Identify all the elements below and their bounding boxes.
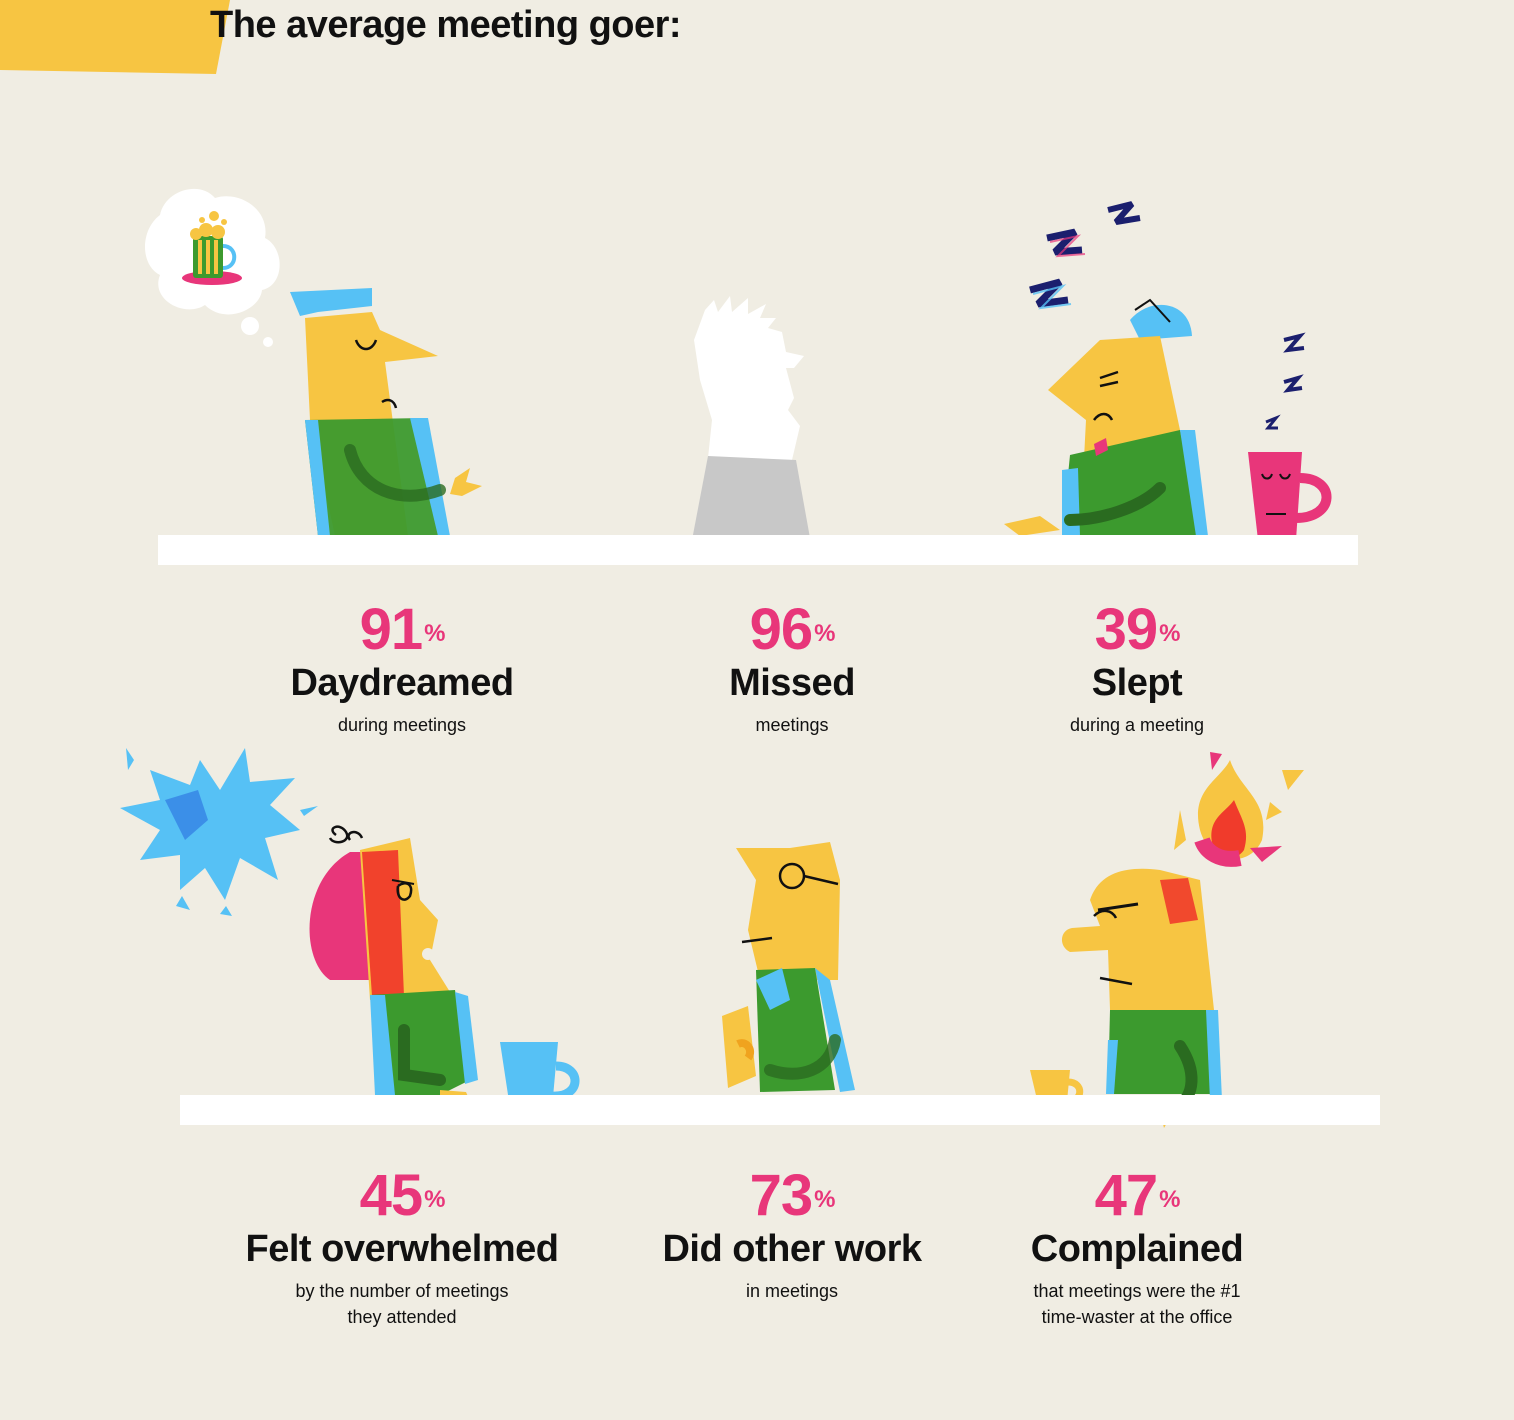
stat-percentage: 96% [749,597,836,662]
stat-percentage: 91% [359,597,446,662]
stat-percentage: 47% [1094,1163,1181,1228]
stat-label: Slept [1091,662,1183,704]
stat-felt-overwhelmed: 45% Felt overwhelmed by the number of me… [212,1166,592,1330]
stat-description: by the number of meetings they attended [295,1281,509,1327]
fire-icon [1174,752,1304,867]
stat-daydreamed: 91% Daydreamed during meetings [212,600,592,738]
explosion-icon [120,748,318,916]
stat-slept: 39% Slept during a meeting [947,600,1327,738]
stat-missed: 96% Missed meetings [602,600,982,738]
daydreaming-person-icon [145,188,482,536]
complaining-person-icon [1030,752,1304,1128]
stat-description: meetings [755,715,829,735]
stat-did-other-work: 73% Did other work in meetings [602,1166,982,1304]
sleeping-person-icon [1004,201,1332,540]
stat-description: during meetings [337,715,467,735]
beer-mug-icon [182,211,242,285]
stat-label: Did other work [662,1228,922,1270]
stat-complained: 47% Complained that meetings were the #1… [947,1166,1327,1330]
stat-label: Daydreamed [290,662,514,704]
table-top-row1 [158,535,1358,565]
absent-person-icon [692,296,810,540]
stat-label: Complained [1030,1228,1244,1270]
stat-percentage: 45% [359,1163,446,1228]
stat-description: that meetings were the #1 time-waster at … [1033,1281,1241,1327]
stat-label: Felt overwhelmed [245,1228,559,1270]
table-top-row2 [180,1095,1380,1125]
stat-description: in meetings [745,1281,839,1301]
sleeping-mug-icon [1248,332,1332,540]
stat-percentage: 39% [1094,597,1181,662]
overwhelmed-person-icon [120,748,580,1122]
stat-label: Missed [729,662,855,704]
working-person-icon [722,842,855,1092]
title-banner-shape [0,0,230,74]
sleep-z-icon [1029,201,1141,310]
page-title: The average meeting goer: [210,4,682,46]
stat-description: during a meeting [1069,715,1205,735]
stat-percentage: 73% [749,1163,836,1228]
